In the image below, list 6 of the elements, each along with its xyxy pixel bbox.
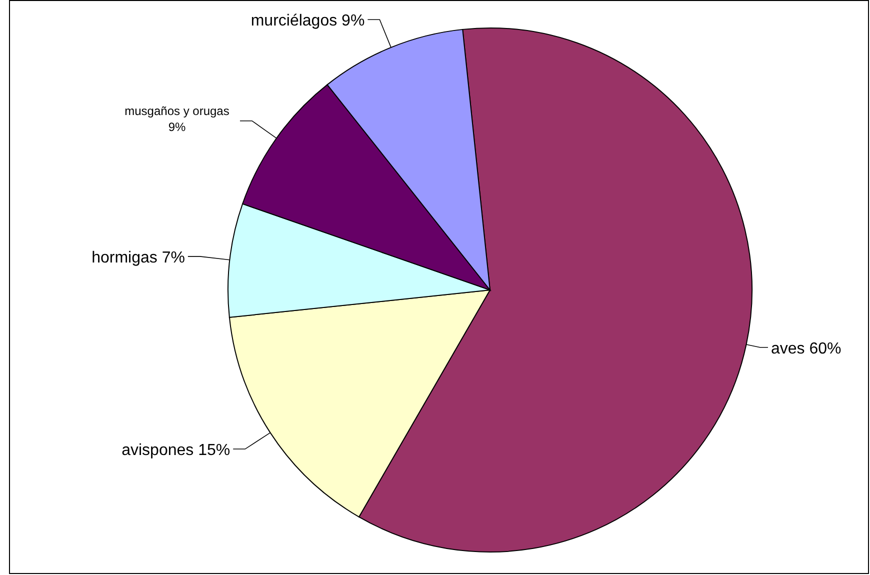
slice-label: aves 60% [770, 340, 842, 358]
slice-label: murciélagos 9% [250, 12, 365, 30]
slice-label: hormigas 7% [92, 249, 185, 266]
slice-label: avispones 15% [122, 442, 230, 460]
data-label: 9% [168, 120, 186, 134]
slice-label: musgaños y orugas [124, 104, 230, 118]
